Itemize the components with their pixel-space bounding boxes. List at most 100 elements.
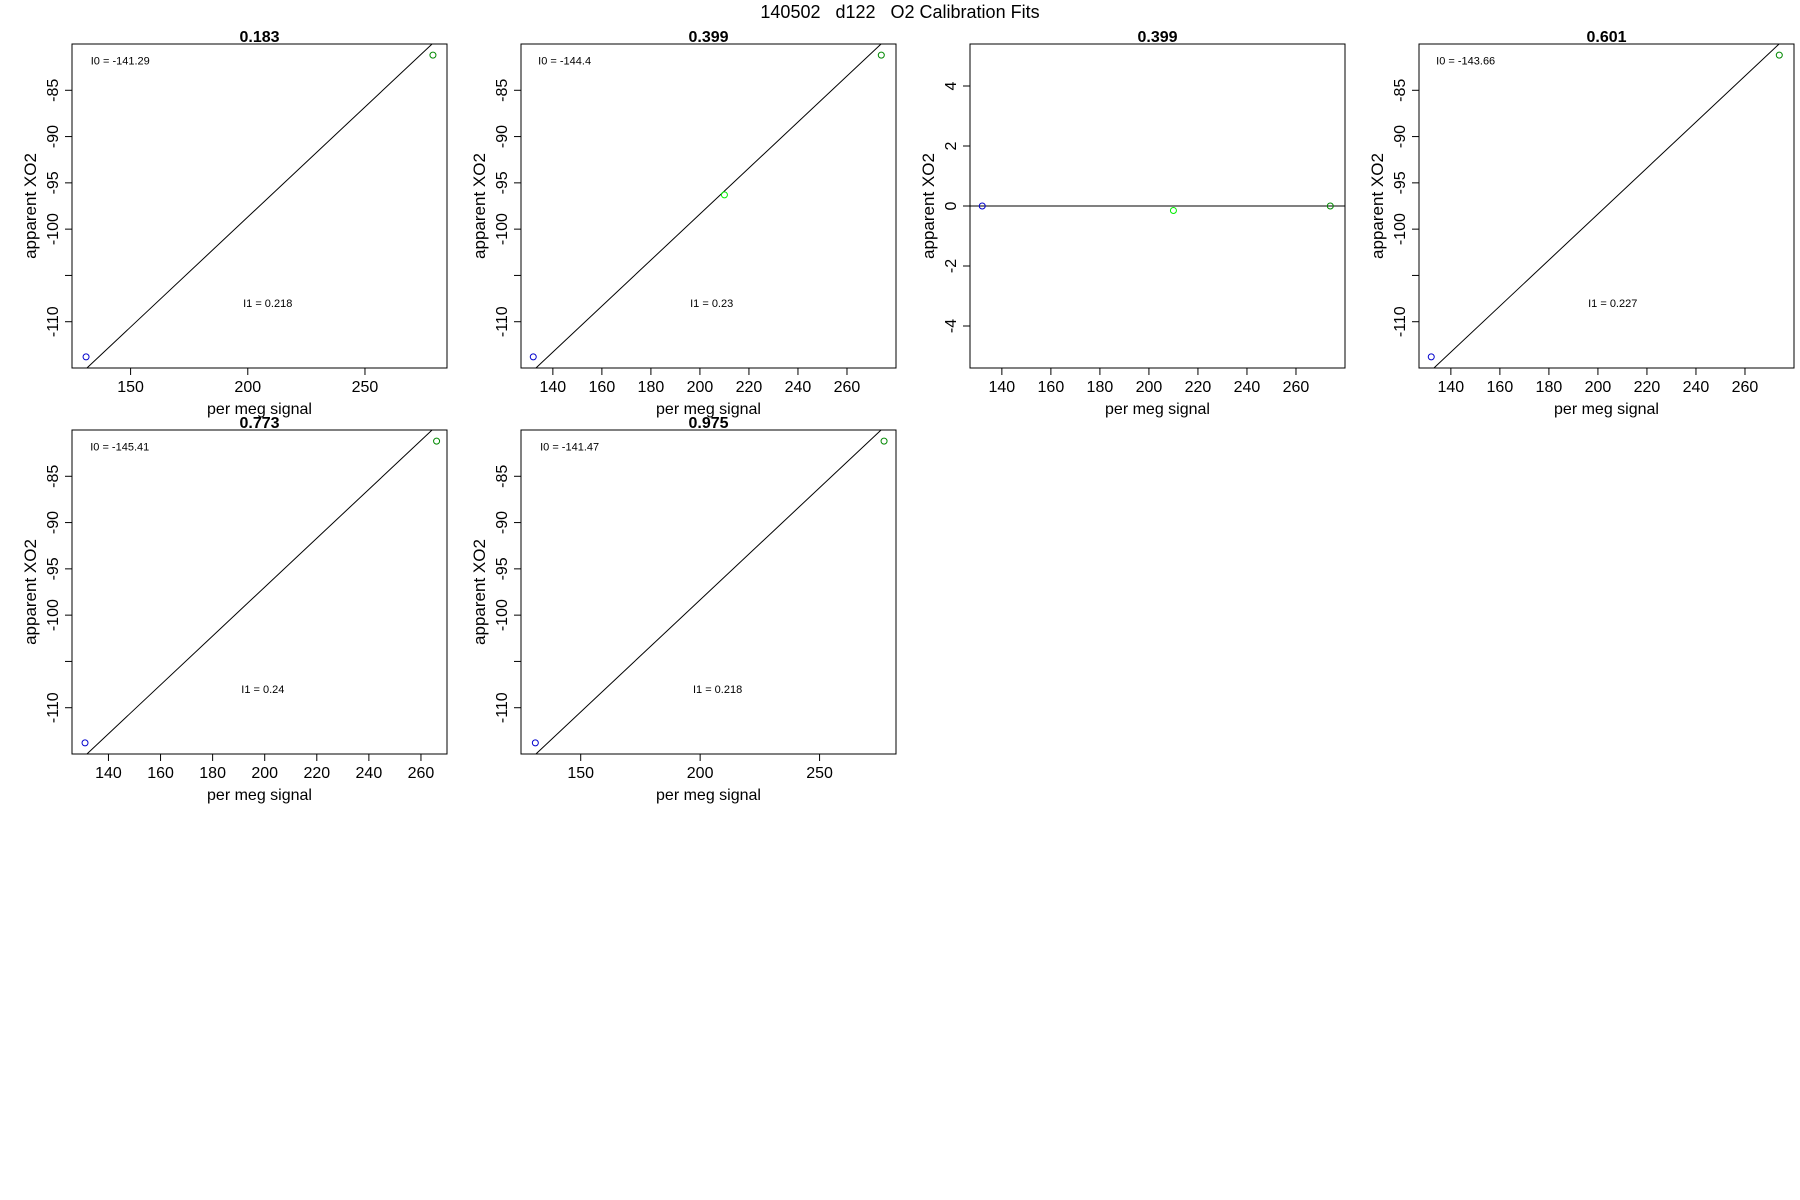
plot-frame	[71, 43, 448, 369]
x-tick-label: 220	[303, 765, 330, 782]
data-point	[1169, 207, 1177, 214]
data-point	[82, 353, 90, 361]
x-tick-label: 260	[834, 379, 861, 396]
fit-annotation: I1 = 0.218	[693, 684, 742, 696]
y-tick-label: -85	[1392, 79, 1409, 102]
chart-title: 0.399	[688, 29, 728, 46]
fit-annotation: I1 = 0.23	[690, 298, 733, 310]
y-axis-label: apparent XO2	[21, 539, 40, 645]
y-tick-label: -110	[45, 306, 62, 337]
x-tick-label: 180	[1087, 379, 1114, 396]
x-tick-label: 240	[1683, 379, 1710, 396]
data-point	[720, 191, 728, 199]
x-tick-label: 200	[234, 379, 261, 396]
y-tick-label: -90	[45, 511, 62, 534]
y-tick-label: -100	[1392, 213, 1409, 245]
x-tick-label: 220	[1185, 379, 1212, 396]
data-point	[531, 739, 539, 747]
fit-annotation: I0 = -141.29	[91, 55, 150, 67]
x-tick-label: 200	[687, 765, 714, 782]
x-tick-label: 140	[540, 379, 567, 396]
y-tick-label: -100	[494, 213, 511, 245]
chart-panel-2: 0.399 140 160 180 200 220 240 260 per meg signal…	[470, 29, 897, 418]
x-axis-label: per meg signal	[656, 401, 761, 418]
y-axis-label: apparent XO2	[470, 539, 489, 645]
y-tick-label: -95	[45, 171, 62, 194]
x-tick-label: 180	[199, 765, 226, 782]
y-axis-label: apparent XO2	[919, 153, 938, 259]
y-axis-label: apparent XO2	[470, 153, 489, 259]
y-tick-label: -110	[494, 306, 511, 337]
plot-frame	[520, 43, 897, 369]
x-tick-label: 220	[1634, 379, 1661, 396]
chart-title: 0.773	[239, 415, 279, 432]
data-point	[81, 739, 89, 747]
y-tick-label: -100	[45, 213, 62, 245]
data-point	[1775, 51, 1783, 59]
y-tick-label: -95	[494, 171, 511, 194]
data-point	[1326, 202, 1334, 210]
x-tick-label: 140	[95, 765, 122, 782]
y-axis-label: apparent XO2	[21, 153, 40, 259]
x-tick-label: 240	[785, 379, 812, 396]
y-tick-label: -90	[45, 125, 62, 148]
fit-line	[1433, 44, 1780, 368]
x-tick-label: 180	[638, 379, 665, 396]
x-tick-label: 220	[736, 379, 763, 396]
x-tick-label: 160	[147, 765, 174, 782]
y-tick-label: -95	[1392, 171, 1409, 194]
x-tick-label: 260	[1732, 379, 1759, 396]
y-tick-label: -90	[1392, 125, 1409, 148]
y-tick-label: -110	[45, 692, 62, 723]
y-tick-label: 2	[943, 141, 960, 150]
y-tick-label: -110	[1392, 306, 1409, 337]
x-tick-label: 250	[352, 379, 379, 396]
x-tick-label: 250	[806, 765, 833, 782]
plot-frame	[71, 429, 448, 755]
plot-frame	[1418, 43, 1795, 369]
y-tick-label: -110	[494, 692, 511, 723]
y-tick-label: 4	[943, 81, 960, 90]
x-tick-label: 200	[1136, 379, 1163, 396]
x-axis-label: per meg signal	[207, 787, 312, 804]
y-tick-label: 0	[943, 201, 960, 210]
fit-annotation: I0 = -143.66	[1436, 55, 1495, 67]
data-point	[978, 202, 986, 210]
page-title: 140502 d122 O2 Calibration Fits	[760, 2, 1040, 22]
data-point	[877, 51, 885, 59]
fit-annotation: I1 = 0.227	[1588, 298, 1637, 310]
x-tick-label: 180	[1536, 379, 1563, 396]
data-point	[1427, 353, 1435, 361]
y-tick-label: -85	[494, 465, 511, 488]
fit-annotation: I1 = 0.218	[243, 298, 292, 310]
x-tick-label: 200	[1585, 379, 1612, 396]
x-axis-label: per meg signal	[1554, 401, 1659, 418]
chart-title: 0.399	[1137, 29, 1177, 46]
fit-annotation: I0 = -141.47	[540, 441, 599, 453]
x-tick-label: 160	[1487, 379, 1514, 396]
fit-line	[86, 430, 433, 754]
x-tick-label: 150	[117, 379, 144, 396]
x-axis-label: per meg signal	[656, 787, 761, 804]
fit-annotation: I1 = 0.24	[241, 684, 284, 696]
fit-line	[535, 430, 882, 754]
data-point	[880, 437, 888, 445]
data-point	[529, 353, 537, 361]
y-tick-label: -85	[45, 465, 62, 488]
chart-title: 0.975	[688, 415, 728, 432]
chart-panel-4: 0.601 140 160 180 200 220 240 260 per meg signal…	[1368, 29, 1795, 418]
fit-line	[535, 44, 882, 368]
x-tick-label: 200	[687, 379, 714, 396]
x-tick-label: 260	[1283, 379, 1310, 396]
fit-annotation: I0 = -144.4	[538, 55, 591, 67]
x-tick-label: 160	[1038, 379, 1065, 396]
fit-annotation: I0 = -145.41	[90, 441, 149, 453]
fit-line	[86, 44, 433, 368]
y-tick-label: -95	[494, 557, 511, 580]
x-tick-label: 160	[589, 379, 616, 396]
x-axis-label: per meg signal	[207, 401, 312, 418]
x-axis-label: per meg signal	[1105, 401, 1210, 418]
x-tick-label: 260	[408, 765, 435, 782]
